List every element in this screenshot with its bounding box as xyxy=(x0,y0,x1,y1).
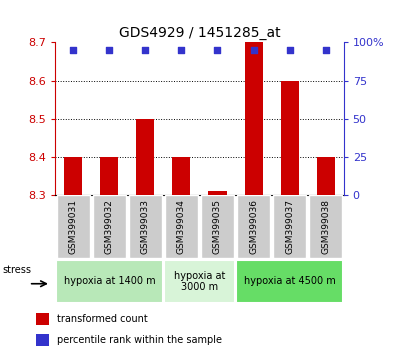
Point xyxy=(250,47,257,53)
Bar xyxy=(36,334,49,346)
Point xyxy=(322,47,329,53)
Point xyxy=(286,47,293,53)
Text: GSM399033: GSM399033 xyxy=(141,199,150,254)
Bar xyxy=(209,191,226,195)
FancyBboxPatch shape xyxy=(129,195,162,258)
Bar xyxy=(136,119,154,195)
Text: GSM399037: GSM399037 xyxy=(285,199,294,254)
Bar xyxy=(64,156,82,195)
Point xyxy=(70,47,77,53)
Point xyxy=(178,47,184,53)
FancyBboxPatch shape xyxy=(165,195,198,258)
Text: GSM399038: GSM399038 xyxy=(321,199,330,254)
Bar xyxy=(173,156,190,195)
Bar xyxy=(280,80,299,195)
Point xyxy=(214,47,221,53)
Text: transformed count: transformed count xyxy=(57,314,148,324)
Text: GSM399034: GSM399034 xyxy=(177,199,186,254)
FancyBboxPatch shape xyxy=(236,260,343,303)
FancyBboxPatch shape xyxy=(93,195,126,258)
Text: hypoxia at 4500 m: hypoxia at 4500 m xyxy=(244,276,335,286)
Bar xyxy=(317,156,335,195)
Bar xyxy=(36,313,49,325)
Title: GDS4929 / 1451285_at: GDS4929 / 1451285_at xyxy=(118,26,280,40)
Text: hypoxia at
3000 m: hypoxia at 3000 m xyxy=(174,270,225,292)
FancyBboxPatch shape xyxy=(164,260,235,303)
Text: stress: stress xyxy=(3,265,32,275)
Point xyxy=(106,47,113,53)
Text: GSM399032: GSM399032 xyxy=(105,199,114,254)
FancyBboxPatch shape xyxy=(201,195,234,258)
FancyBboxPatch shape xyxy=(237,195,270,258)
Text: GSM399036: GSM399036 xyxy=(249,199,258,254)
Bar xyxy=(100,156,118,195)
FancyBboxPatch shape xyxy=(56,260,163,303)
Bar xyxy=(245,42,263,195)
FancyBboxPatch shape xyxy=(273,195,306,258)
Point xyxy=(142,47,149,53)
FancyBboxPatch shape xyxy=(57,195,90,258)
Text: hypoxia at 1400 m: hypoxia at 1400 m xyxy=(64,276,155,286)
Text: GSM399035: GSM399035 xyxy=(213,199,222,254)
Text: percentile rank within the sample: percentile rank within the sample xyxy=(57,335,222,345)
FancyBboxPatch shape xyxy=(309,195,342,258)
Text: GSM399031: GSM399031 xyxy=(69,199,78,254)
